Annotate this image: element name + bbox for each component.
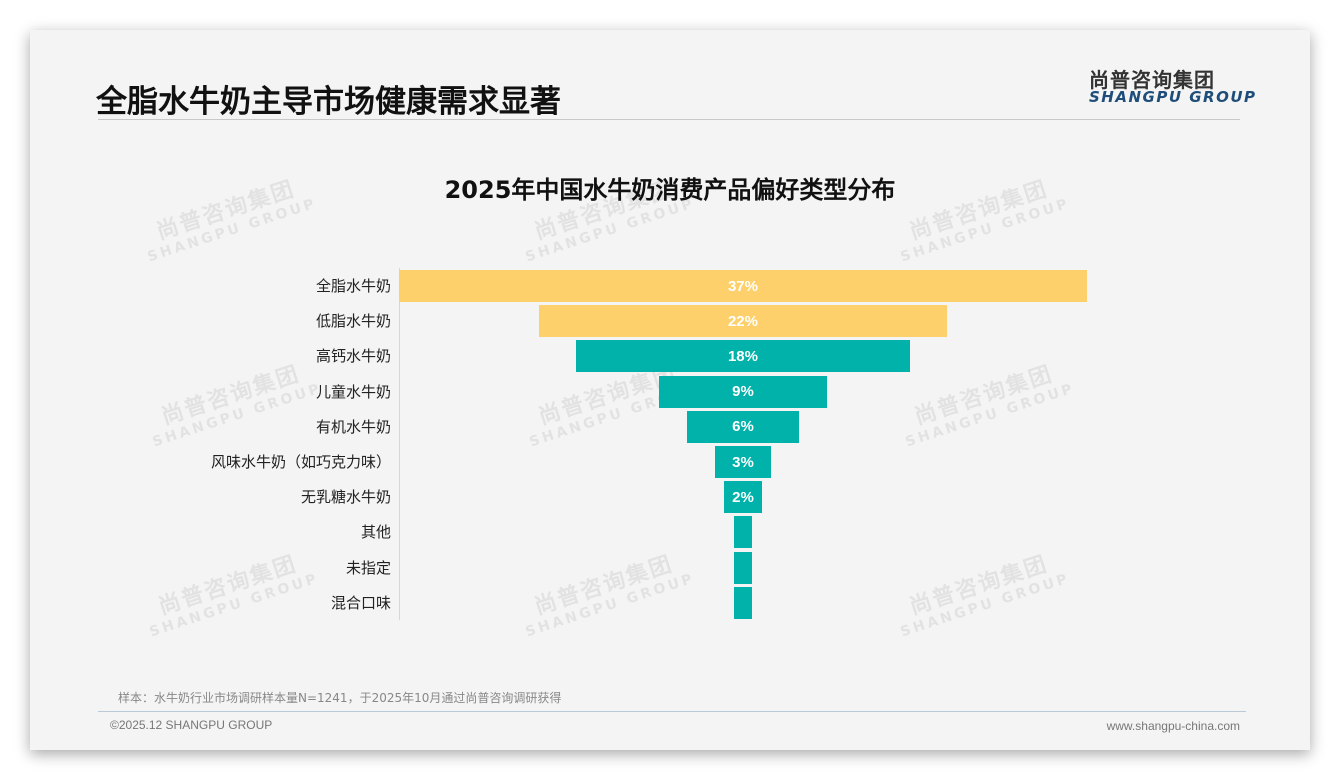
chart-row: 有机水牛奶 6%	[30, 410, 1310, 443]
chart-row: 未指定	[30, 551, 1310, 584]
chart-row: 混合口味	[30, 586, 1310, 619]
chart-row: 风味水牛奶（如巧克力味） 3%	[30, 446, 1310, 478]
logo-english: SHANGPU GROUP	[1089, 88, 1257, 106]
header-divider	[98, 119, 1240, 120]
chart-row: 儿童水牛奶 9%	[30, 375, 1310, 408]
funnel-bar: 37%	[399, 270, 1087, 302]
sample-note: 样本：水牛奶行业市场调研样本量N=1241，于2025年10月通过尚普咨询调研获…	[118, 691, 562, 705]
category-label: 儿童水牛奶	[315, 382, 391, 401]
chart-row: 低脂水牛奶 22%	[30, 305, 1310, 338]
funnel-bar: 3%	[715, 446, 771, 478]
category-label: 风味水牛奶（如巧克力味）	[210, 453, 391, 471]
watermark-en: SHANGPU GROUP	[898, 195, 1073, 266]
slide: 全脂水牛奶主导市场健康需求显著 尚普咨询集团 SHANGPU GROUP 尚普咨…	[30, 30, 1310, 750]
chart-title: 2025年中国水牛奶消费产品偏好类型分布	[444, 176, 896, 204]
bar-value-label: 18%	[727, 347, 758, 365]
funnel-bar	[733, 586, 753, 619]
copyright: ©2025.12 SHANGPU GROUP	[110, 718, 273, 732]
chart-row: 其他	[30, 516, 1310, 549]
chart-row: 全脂水牛奶 37%	[30, 270, 1310, 302]
funnel-bar: 22%	[538, 305, 948, 338]
category-label: 其他	[360, 523, 391, 542]
bar-value-label: 2%	[732, 488, 754, 506]
chart-row: 无乳糖水牛奶 2%	[30, 481, 1310, 514]
funnel-bar	[733, 516, 753, 549]
page-title: 全脂水牛奶主导市场健康需求显著	[96, 84, 561, 120]
funnel-bar: 2%	[724, 481, 762, 514]
bar-value-label: 22%	[727, 312, 758, 330]
category-label: 混合口味	[330, 593, 391, 612]
watermark-en: SHANGPU GROUP	[523, 195, 698, 266]
footer-divider	[98, 711, 1246, 712]
funnel-bar	[733, 551, 753, 584]
category-axis-line	[399, 268, 400, 620]
chart-row: 高钙水牛奶 18%	[30, 340, 1310, 373]
category-label: 低脂水牛奶	[315, 312, 391, 331]
bar-value-label: 9%	[732, 383, 754, 401]
funnel-bar: 18%	[575, 340, 911, 373]
category-label: 无乳糖水牛奶	[300, 488, 391, 507]
funnel-bar: 6%	[687, 410, 799, 443]
watermark-en: SHANGPU GROUP	[145, 195, 320, 266]
bar-value-label: 6%	[732, 418, 754, 436]
category-label: 全脂水牛奶	[315, 277, 391, 295]
category-label: 高钙水牛奶	[315, 347, 391, 366]
bar-value-label: 3%	[732, 453, 754, 471]
bar-value-label: 37%	[727, 277, 758, 295]
logo-chinese: 尚普咨询集团	[1089, 68, 1215, 92]
category-label: 有机水牛奶	[315, 417, 391, 436]
category-label: 未指定	[345, 558, 391, 577]
funnel-bar: 9%	[659, 375, 827, 408]
website-link[interactable]: www.shangpu-china.com	[1106, 719, 1240, 733]
